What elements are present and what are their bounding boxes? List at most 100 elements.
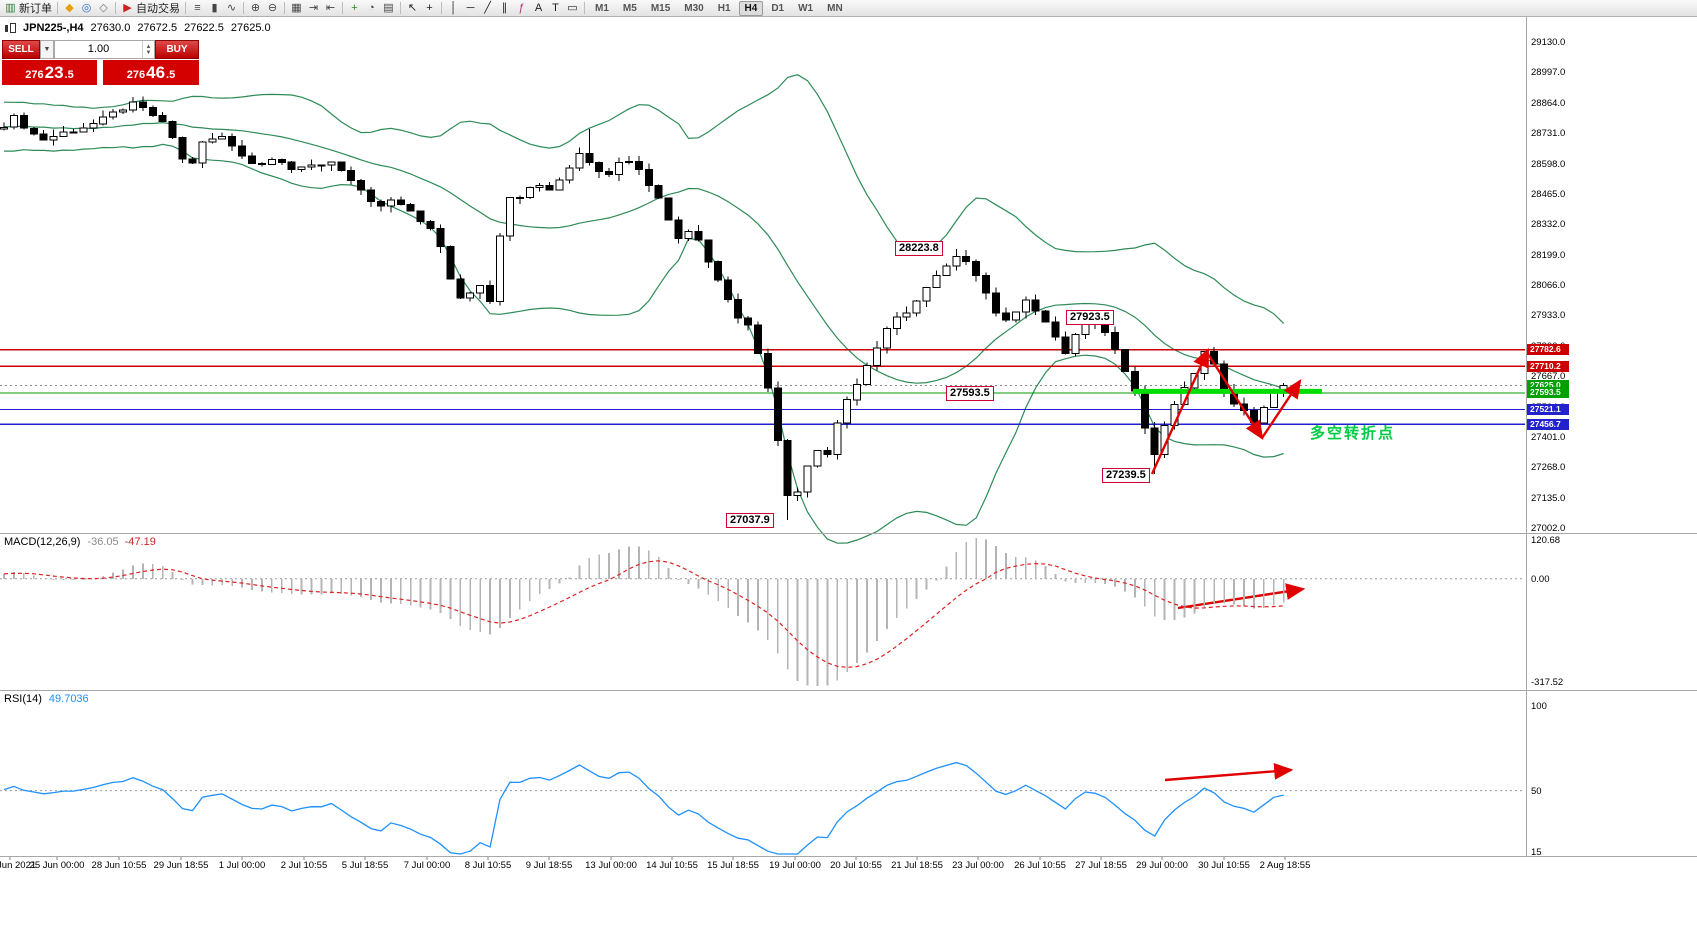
price-annotation[interactable]: 27923.5 bbox=[1066, 310, 1114, 325]
macd-signal-line bbox=[3, 560, 1284, 669]
timeframe-button-h1[interactable]: H1 bbox=[717, 2, 731, 14]
time-axis-label: 1 Jul 00:00 bbox=[218, 860, 266, 871]
price-axis-label: 29130.0 bbox=[1531, 37, 1566, 48]
macd-panel-separator[interactable] bbox=[0, 533, 1697, 534]
price-badge: 27625.0 bbox=[1527, 380, 1569, 392]
time-axis-label: 2 Jul 10:55 bbox=[280, 860, 328, 871]
price-annotation[interactable]: 27037.9 bbox=[726, 513, 774, 528]
ohlc-close: 27625.0 bbox=[230, 22, 271, 34]
zoom-out-button[interactable]: ⊖ bbox=[264, 1, 281, 16]
price-annotation[interactable]: 27239.5 bbox=[1102, 468, 1150, 483]
chevron-down-icon: ▼ bbox=[43, 46, 51, 53]
zoom-out-icon: ⊖ bbox=[267, 1, 278, 14]
price-badge: 27710.2 bbox=[1527, 360, 1569, 372]
mql5-market-icon[interactable]: ◆ bbox=[61, 1, 78, 16]
autotrading-icon: ▶ bbox=[123, 1, 132, 14]
price-axis-label: 28997.0 bbox=[1531, 67, 1566, 79]
price-badge: 27521.1 bbox=[1527, 403, 1569, 415]
time-axis-label: 7 Jul 00:00 bbox=[403, 860, 451, 871]
fibonacci-icon[interactable]: ƒ bbox=[513, 1, 530, 16]
time-axis-label: 13 Jul 00:00 bbox=[585, 860, 637, 871]
macd-histogram bbox=[3, 538, 1285, 686]
vline-icon[interactable]: │ bbox=[445, 1, 462, 16]
hline-icon: ─ bbox=[466, 1, 475, 14]
time-axis-label: 14 Jul 10:55 bbox=[646, 860, 698, 871]
timeframe-button-d1[interactable]: D1 bbox=[771, 2, 785, 14]
cursor-icon[interactable]: ↖ bbox=[404, 1, 421, 16]
price-annotation[interactable]: 28223.8 bbox=[895, 241, 943, 256]
new-order-button[interactable]: ▥ 新订单 bbox=[2, 1, 54, 16]
bar-chart-icon[interactable]: ≡ bbox=[189, 1, 206, 16]
auto-scroll-icon[interactable]: ⇥ bbox=[305, 1, 322, 16]
zoom-in-icon: ⊕ bbox=[250, 1, 261, 14]
rsi-line bbox=[3, 761, 1284, 855]
toolbar-separator bbox=[584, 2, 585, 14]
price-axis-label: 27401.0 bbox=[1531, 431, 1566, 443]
chart-note-text[interactable]: 多空转折点 bbox=[1310, 425, 1396, 442]
time-axis-label: 9 Jul 18:55 bbox=[525, 860, 573, 871]
cursor-icon: ↖ bbox=[407, 1, 418, 14]
time-axis-label: 5 Jul 18:55 bbox=[341, 860, 389, 871]
rsi-scale-mid: 50 bbox=[1531, 785, 1542, 797]
hline-icon[interactable]: ─ bbox=[462, 1, 479, 16]
timeframe-button-m30[interactable]: M30 bbox=[684, 2, 704, 14]
indicators-add-icon[interactable]: + bbox=[346, 1, 363, 16]
news-icon[interactable]: ◎ bbox=[78, 1, 95, 16]
order-type-dropdown[interactable]: ▼ bbox=[40, 40, 54, 59]
period-clock-icon[interactable]: ◔ bbox=[363, 1, 380, 16]
timeframe-button-w1[interactable]: W1 bbox=[798, 2, 814, 14]
buy-price-prefix: 276 bbox=[126, 69, 146, 81]
bollinger-bands bbox=[3, 74, 1285, 544]
time-axis-label: 27 Jul 18:55 bbox=[1075, 860, 1127, 871]
sell-price-big: 23 bbox=[44, 63, 64, 82]
rsi-panel-separator[interactable] bbox=[0, 690, 1697, 691]
tile-windows-icon[interactable]: ▦ bbox=[288, 1, 305, 16]
chevron-up-icon: ▲ bbox=[145, 43, 152, 50]
chart-shift-icon[interactable]: ⇤ bbox=[322, 1, 339, 16]
line-chart-icon[interactable]: ∿ bbox=[223, 1, 240, 16]
text-label-icon[interactable]: T bbox=[547, 1, 564, 16]
volume-stepper[interactable]: ▲ ▼ bbox=[142, 41, 154, 58]
macd-scale-zero: 0.00 bbox=[1531, 573, 1550, 585]
price-axis-label: 28066.0 bbox=[1531, 280, 1566, 291]
timeframe-button-m5[interactable]: M5 bbox=[622, 2, 637, 14]
volume-input[interactable]: 1.00 ▲ ▼ bbox=[54, 40, 155, 59]
autotrading-button[interactable]: ▶ 自动交易 bbox=[119, 1, 182, 16]
timeframe-button-h4[interactable]: H4 bbox=[738, 0, 764, 16]
time-axis-label: 30 Jul 10:55 bbox=[1198, 860, 1250, 871]
macd-signal-value: -47.19 bbox=[124, 536, 156, 548]
macd-label: MACD(12,26,9) bbox=[4, 536, 81, 548]
line-chart-icon: ∿ bbox=[226, 1, 237, 14]
timeframe-button-mn[interactable]: MN bbox=[827, 2, 843, 14]
crosshair-icon[interactable]: + bbox=[421, 1, 438, 16]
time-axis-label: 19 Jul 00:00 bbox=[769, 860, 821, 871]
trendline-icon[interactable]: ╱ bbox=[479, 1, 496, 16]
bar-chart-icon: ≡ bbox=[194, 1, 201, 14]
timeframe-button-m15[interactable]: M15 bbox=[650, 2, 671, 14]
time-axis-label: 28 Jun 10:55 bbox=[91, 860, 147, 871]
candlestick-chart-icon[interactable]: ▮ bbox=[206, 1, 223, 16]
toolbar-separator bbox=[185, 2, 186, 14]
templates-icon[interactable]: ▤ bbox=[380, 1, 397, 16]
buy-button[interactable]: BUY bbox=[155, 40, 199, 59]
volume-value: 1.00 bbox=[87, 43, 110, 55]
text-icon[interactable]: A bbox=[530, 1, 547, 16]
chevron-down-icon: ▼ bbox=[145, 49, 152, 56]
shapes-icon[interactable]: ▭ bbox=[564, 1, 581, 16]
price-annotation[interactable]: 27593.5 bbox=[946, 386, 994, 401]
sell-button[interactable]: SELL bbox=[2, 40, 40, 59]
alerts-icon[interactable]: ◇ bbox=[95, 1, 112, 16]
price-axis-line[interactable] bbox=[1526, 17, 1527, 856]
text-label-icon: T bbox=[552, 1, 559, 14]
time-axis-label: 21 Jul 18:55 bbox=[891, 860, 943, 871]
time-axis-line bbox=[0, 856, 1697, 857]
timeframe-button-m1[interactable]: M1 bbox=[595, 2, 609, 14]
alerts-icon: ◇ bbox=[99, 1, 108, 14]
buy-price-display[interactable]: 276 46.5 bbox=[103, 60, 199, 85]
rsi-scale-max: 100 bbox=[1531, 701, 1547, 712]
zoom-in-button[interactable]: ⊕ bbox=[247, 1, 264, 16]
sell-price-display[interactable]: 276 23.5 bbox=[2, 60, 97, 85]
time-axis-label: 24 Jun 2021 bbox=[0, 860, 37, 871]
equidistant-channel-icon[interactable]: ∥ bbox=[496, 1, 513, 16]
